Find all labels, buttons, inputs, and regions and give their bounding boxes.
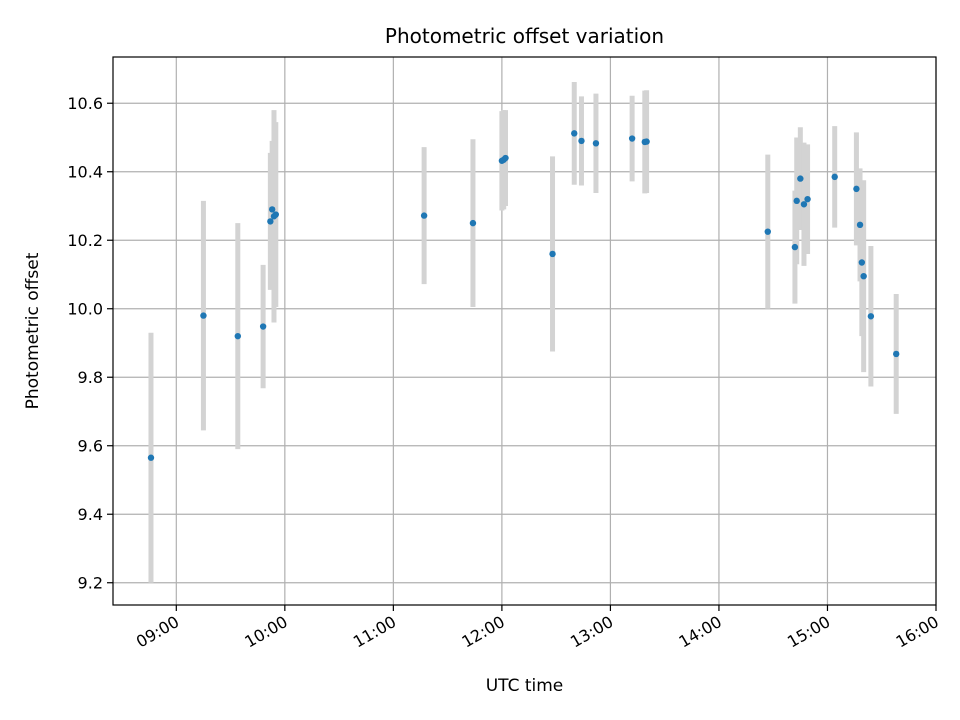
- data-point: [147, 454, 155, 461]
- data-point: [592, 140, 600, 147]
- data-points: [147, 130, 900, 461]
- data-point: [860, 273, 867, 280]
- plot-frame: [112, 56, 937, 606]
- y-tick-label: 9.6: [78, 437, 103, 456]
- data-point: [259, 323, 267, 330]
- x-axis-label: UTC time: [486, 676, 564, 696]
- data-point: [267, 218, 274, 225]
- data-point: [893, 350, 900, 358]
- data-point: [793, 197, 800, 205]
- data-point: [764, 228, 771, 235]
- data-point: [469, 219, 477, 227]
- data-point: [420, 212, 428, 219]
- data-point: [571, 130, 578, 137]
- data-point: [800, 201, 808, 208]
- y-tick-label: 9.4: [78, 505, 103, 524]
- y-axis-label: Photometric offset: [23, 252, 43, 409]
- data-point: [856, 221, 864, 229]
- data-point: [867, 313, 875, 320]
- y-tick-label: 9.2: [78, 574, 103, 593]
- data-point: [797, 175, 804, 182]
- data-point: [549, 250, 556, 258]
- y-tick-label: 10.4: [67, 163, 103, 182]
- y-tick-label: 10.2: [67, 231, 103, 250]
- data-point: [578, 137, 585, 145]
- y-tick-label: 10.6: [67, 94, 103, 113]
- data-point: [804, 195, 811, 203]
- data-point: [643, 138, 650, 145]
- data-point: [858, 259, 866, 266]
- y-tick-label: 9.8: [78, 368, 103, 387]
- data-point: [502, 154, 509, 162]
- data-point: [791, 243, 799, 251]
- chart-title: Photometric offset variation: [385, 24, 664, 48]
- data-point: [234, 332, 242, 340]
- data-point: [831, 173, 838, 181]
- y-tick-label: 10.0: [67, 300, 103, 319]
- data-point: [272, 211, 279, 218]
- data-point: [268, 206, 276, 213]
- y-axis-ticks: 9.2 9.4 9.6 9.8 10.0 10.2 10.4 10.6: [67, 94, 113, 593]
- data-point: [200, 312, 207, 319]
- data-point: [853, 185, 860, 193]
- data-point: [628, 135, 636, 142]
